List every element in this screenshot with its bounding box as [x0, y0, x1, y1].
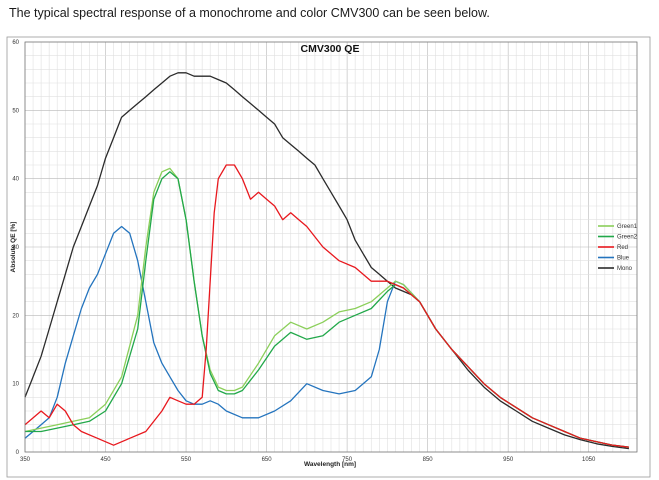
legend-item-red: Red [598, 245, 628, 251]
x-tick-label: 950 [503, 457, 514, 463]
legend-label: Red [617, 245, 628, 251]
x-tick-label: 850 [423, 457, 434, 463]
x-tick-label: 1050 [582, 457, 596, 463]
legend-item-green1: Green1 [598, 224, 638, 230]
y-tick-label: 0 [16, 450, 20, 456]
legend-item-mono: Mono [598, 266, 633, 272]
x-tick-label: 450 [101, 457, 112, 463]
tick-labels: 350 450 550 650 750 850 950 1050 0 10 20 30 40 50 60 [12, 40, 596, 463]
y-tick-label: 20 [12, 313, 19, 319]
plot-area-border [24, 41, 638, 453]
x-tick-label: 750 [342, 457, 353, 463]
chart-title: CMV300 QE [301, 43, 360, 55]
page-caption: The typical spectral response of a monoc… [9, 6, 490, 20]
y-tick-label: 60 [12, 40, 19, 46]
x-tick-label: 350 [20, 457, 31, 463]
legend-item-green2: Green2 [598, 235, 638, 241]
y-tick-label: 50 [12, 108, 19, 114]
x-axis-label: Wavelength [nm] [304, 461, 356, 468]
series-lines [24, 72, 629, 450]
y-tick-label: 30 [12, 245, 19, 251]
legend-label: Green1 [617, 224, 638, 230]
y-tick-label: 10 [12, 382, 19, 388]
legend-label: Blue [617, 256, 630, 262]
y-axis-label: Absolute QE [%] [10, 222, 17, 273]
series-line-red [24, 164, 629, 448]
x-tick-label: 550 [181, 457, 192, 463]
x-tick-label: 650 [262, 457, 273, 463]
series-line-mono [24, 72, 629, 450]
legend-label: Green2 [617, 235, 638, 241]
legend-label: Mono [617, 266, 633, 272]
y-tick-label: 40 [12, 177, 19, 183]
legend-item-blue: Blue [598, 256, 630, 262]
legend: Green1 Green2 Red Blue Mono [598, 224, 638, 272]
